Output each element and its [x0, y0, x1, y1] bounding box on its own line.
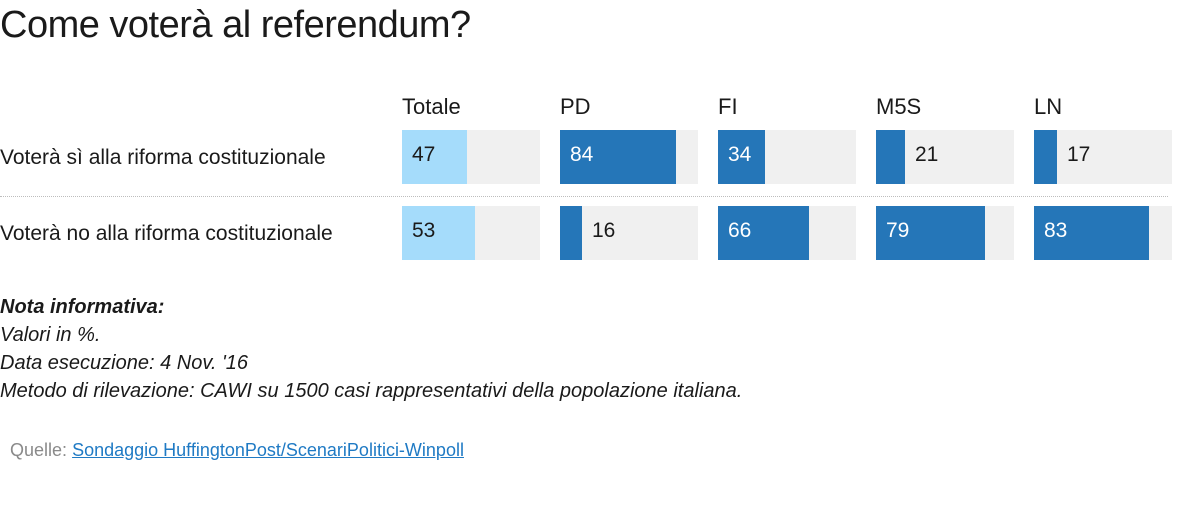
source-link[interactable]: Sondaggio HuffingtonPost/ScenariPolitici…	[72, 440, 464, 460]
bar	[1034, 130, 1057, 184]
bar-track: 84	[560, 130, 698, 184]
value-label: 66	[728, 219, 752, 242]
chart-title: Come voterà al referendum?	[0, 4, 471, 46]
value-label: 16	[592, 219, 616, 242]
bar	[718, 206, 809, 260]
value-label: 21	[915, 143, 939, 166]
bar	[402, 130, 467, 184]
bar	[560, 130, 676, 184]
bar-chart: Totale PD FI M5S LN Voterà sì alla riforma co…	[0, 86, 1180, 276]
bar-track: 83	[1034, 206, 1172, 260]
bar	[876, 206, 985, 260]
row-label: Voterà no alla riforma costituzionale	[0, 222, 333, 245]
value-label: 53	[412, 219, 436, 242]
source: Quelle: Sondaggio HuffingtonPost/Scenari…	[10, 440, 464, 461]
bar-track: 16	[560, 206, 698, 260]
bar-track: 21	[876, 130, 1014, 184]
column-header: PD	[560, 94, 591, 119]
column-header: LN	[1034, 94, 1063, 119]
row-label: Voterà sì alla riforma costituzionale	[0, 146, 326, 169]
bar-track: 53	[402, 206, 540, 260]
bar-track: 79	[876, 206, 1014, 260]
notes-line: Valori in %.	[0, 324, 101, 346]
value-label: 84	[570, 143, 594, 166]
column-header: FI	[718, 94, 738, 119]
notes-line: Metodo di rilevazione: CAWI su 1500 casi…	[0, 380, 743, 402]
bar	[876, 130, 905, 184]
notes-title: Nota informativa:	[0, 296, 165, 318]
bar-track: 47	[402, 130, 540, 184]
bar	[718, 130, 765, 184]
bar	[560, 206, 582, 260]
value-label: 79	[886, 219, 910, 242]
bar-track: 17	[1034, 130, 1172, 184]
bar	[1034, 206, 1149, 260]
column-header: M5S	[876, 94, 922, 119]
column-header: Totale	[402, 94, 461, 119]
value-label: 34	[728, 143, 752, 166]
source-label: Quelle:	[10, 440, 68, 460]
row-divider	[0, 196, 1168, 197]
value-label: 47	[412, 143, 436, 166]
notes: Nota informativa: Valori in %. Data esec…	[0, 293, 742, 405]
bar	[402, 206, 475, 260]
value-label: 17	[1067, 143, 1091, 166]
bar-track: 66	[718, 206, 856, 260]
value-label: 83	[1044, 219, 1068, 242]
notes-line: Data esecuzione: 4 Nov. '16	[0, 352, 249, 374]
bar-track: 34	[718, 130, 856, 184]
